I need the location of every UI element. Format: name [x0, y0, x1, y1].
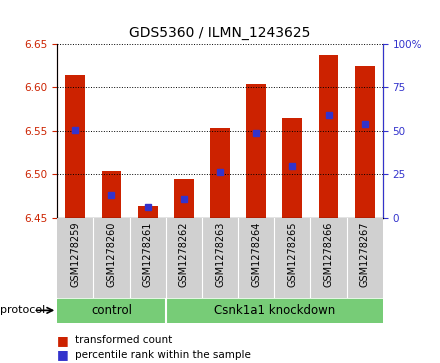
Text: Csnk1a1 knockdown: Csnk1a1 knockdown: [214, 304, 335, 317]
Text: GSM1278266: GSM1278266: [323, 222, 334, 287]
Bar: [282, 118, 302, 218]
Bar: [102, 171, 121, 218]
Text: protocol: protocol: [0, 305, 45, 315]
Text: ■: ■: [57, 348, 69, 362]
Text: GSM1278265: GSM1278265: [287, 222, 297, 287]
Text: GSM1278261: GSM1278261: [143, 222, 153, 287]
Text: GSM1278267: GSM1278267: [360, 222, 370, 287]
FancyBboxPatch shape: [166, 299, 383, 322]
Text: ■: ■: [57, 334, 69, 347]
Bar: [246, 83, 266, 218]
Text: GSM1278263: GSM1278263: [215, 222, 225, 287]
Bar: [174, 179, 194, 218]
Text: percentile rank within the sample: percentile rank within the sample: [75, 350, 251, 360]
Bar: [210, 128, 230, 218]
Bar: [355, 66, 375, 218]
Text: GSM1278264: GSM1278264: [251, 222, 261, 287]
Text: GSM1278260: GSM1278260: [106, 222, 117, 287]
Bar: [66, 75, 85, 218]
FancyBboxPatch shape: [57, 299, 166, 322]
Text: transformed count: transformed count: [75, 335, 172, 346]
Text: GSM1278259: GSM1278259: [70, 222, 80, 287]
Text: GSM1278262: GSM1278262: [179, 222, 189, 287]
Text: control: control: [91, 304, 132, 317]
Bar: [138, 207, 158, 218]
Bar: [319, 55, 338, 218]
Title: GDS5360 / ILMN_1243625: GDS5360 / ILMN_1243625: [129, 26, 311, 40]
